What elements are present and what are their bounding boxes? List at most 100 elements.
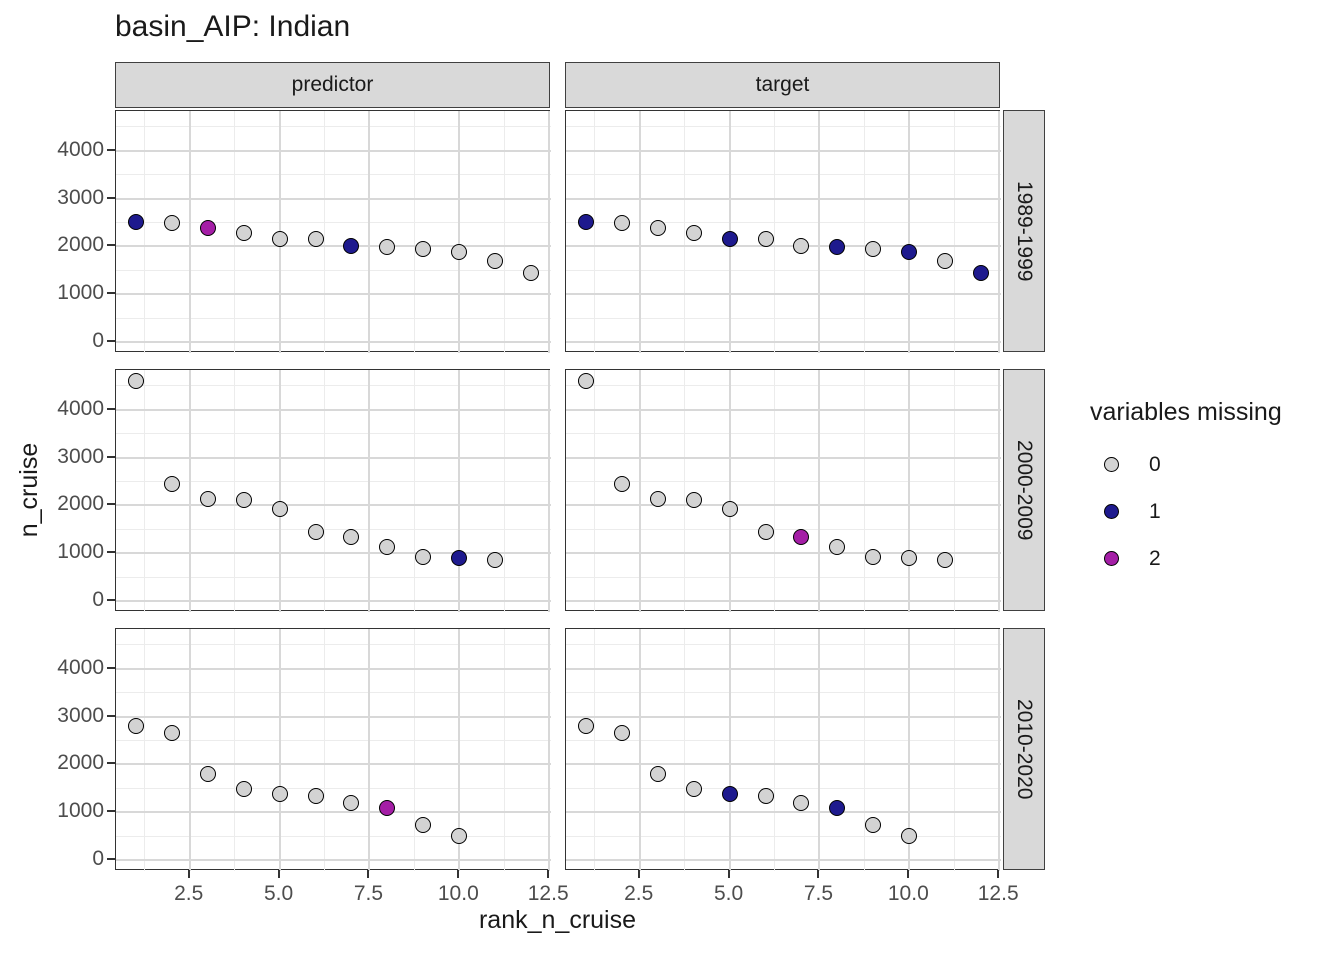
data-point — [649, 219, 666, 236]
y-tick-label: 2000 — [57, 751, 104, 775]
data-point — [451, 828, 468, 845]
data-point — [415, 816, 432, 833]
x-tick-mark — [367, 870, 370, 878]
data-point — [793, 794, 810, 811]
gridline-minor-h — [566, 317, 1001, 319]
y-tick-mark — [107, 551, 115, 554]
gridline-major-h — [566, 552, 1001, 555]
y-tick-mark — [107, 599, 115, 601]
y-tick-label: 1000 — [57, 799, 104, 823]
x-tick-label: 2.5 — [174, 882, 204, 905]
data-point — [901, 828, 918, 845]
y-tick-mark — [107, 762, 115, 765]
gridline-major-v — [188, 111, 191, 353]
gridline-major-v — [908, 111, 911, 353]
gridline-minor-v — [953, 629, 955, 871]
gridline-minor-h — [116, 174, 551, 176]
gridline-major-v — [278, 629, 281, 871]
data-point — [379, 239, 396, 256]
gridline-minor-h — [116, 317, 551, 319]
facet-strip-2000-2009: 2000-2009 — [1003, 369, 1045, 611]
legend-entry-1: 1 — [1090, 488, 1340, 535]
gridline-minor-h — [566, 221, 1001, 223]
data-point — [721, 230, 738, 247]
gridline-major-h — [566, 667, 1001, 670]
gridline-major-h — [116, 600, 551, 602]
gridline-minor-h — [566, 126, 1001, 128]
gridline-minor-h — [116, 221, 551, 223]
gridline-major-h — [116, 245, 551, 248]
gridline-major-h — [566, 408, 1001, 411]
legend-entry-0: 0 — [1090, 441, 1340, 488]
gridline-major-v — [368, 111, 371, 353]
x-tick-mark — [997, 870, 1000, 878]
gridline-major-v — [548, 111, 551, 353]
gridline-minor-h — [116, 644, 551, 646]
y-tick-label: 1000 — [57, 540, 104, 564]
gridline-major-v — [188, 370, 191, 612]
legend-entry-2: 2 — [1090, 535, 1340, 582]
data-point — [685, 780, 702, 797]
gridline-major-h — [116, 149, 551, 152]
gridline-minor-v — [413, 629, 415, 871]
gridline-major-v — [278, 370, 281, 612]
data-point — [613, 725, 630, 742]
x-tick-label: 5.0 — [263, 882, 294, 905]
data-point — [613, 215, 630, 232]
legend-title: variables missing — [1090, 398, 1282, 426]
gridline-minor-h — [566, 692, 1001, 694]
gridline-major-h — [566, 504, 1001, 507]
data-point — [451, 550, 468, 567]
gridline-major-h — [566, 149, 1001, 152]
plot-title: basin_AIP: Indian — [115, 10, 351, 43]
gridline-minor-v — [774, 370, 775, 612]
gridline-major-h — [566, 715, 1001, 718]
gridline-minor-h — [566, 174, 1001, 176]
data-point — [829, 539, 846, 556]
data-point — [649, 490, 666, 507]
y-tick-mark — [107, 292, 115, 295]
legend-entry-label: 1 — [1149, 499, 1161, 523]
gridline-minor-h — [566, 835, 1001, 837]
gridline-major-h — [116, 408, 551, 411]
facet-strip-target: target — [565, 62, 1000, 108]
panel-predictor-2010-2020 — [115, 628, 551, 871]
gridline-major-v — [368, 370, 371, 612]
data-point — [379, 539, 396, 556]
gridline-major-h — [566, 293, 1001, 296]
data-point — [271, 785, 288, 802]
y-tick-mark — [107, 858, 115, 860]
gridline-minor-v — [594, 370, 596, 612]
facet-strip-label: 1989-1999 — [1013, 180, 1036, 282]
data-point — [199, 219, 216, 236]
data-point — [163, 475, 180, 492]
gridline-major-v — [998, 111, 1001, 353]
gridline-major-h — [566, 600, 1001, 602]
y-tick-mark — [107, 810, 115, 813]
gridline-minor-v — [684, 370, 686, 612]
data-point — [793, 529, 810, 546]
gridline-minor-v — [413, 370, 415, 612]
y-tick-mark — [107, 196, 115, 199]
gridline-minor-v — [684, 629, 686, 871]
data-point — [235, 780, 252, 797]
x-tick-label: 12.5 — [527, 882, 569, 905]
data-point — [577, 373, 594, 389]
panel-target-2000-2009 — [565, 369, 1001, 612]
gridline-major-v — [638, 111, 641, 353]
facet-strip-predictor: predictor — [115, 62, 550, 108]
gridline-minor-h — [566, 644, 1001, 646]
data-point — [685, 492, 702, 509]
gridline-minor-h — [566, 269, 1001, 271]
data-point — [343, 794, 360, 811]
data-point — [343, 529, 360, 546]
facet-strip-label: target — [755, 73, 810, 96]
legend: variables missing 0 1 2 — [1090, 398, 1340, 582]
y-tick-mark — [107, 503, 115, 506]
gridline-minor-v — [413, 111, 415, 353]
data-point — [523, 265, 540, 282]
panel-predictor-2000-2009 — [115, 369, 551, 612]
data-point — [163, 725, 180, 742]
y-tick-label: 4000 — [57, 396, 104, 420]
gridline-major-v — [818, 370, 821, 612]
